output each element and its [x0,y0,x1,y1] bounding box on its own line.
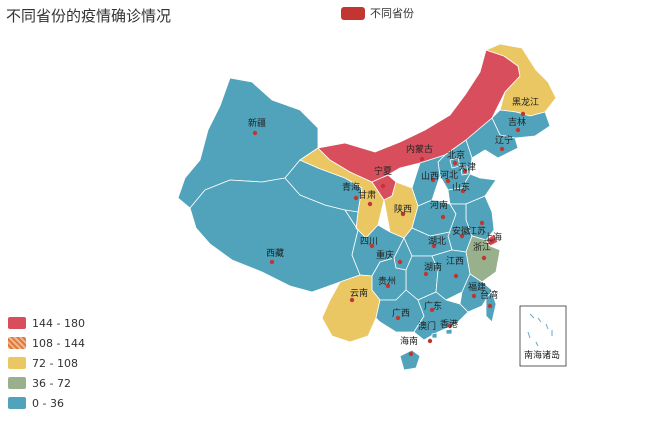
visual-map-item-1[interactable]: 108 - 144 [8,336,85,350]
visual-map-swatch [8,397,26,409]
province-liaoning[interactable] [465,117,519,159]
label-zhejiang: 浙江 [473,241,491,253]
visual-map-legend: 144 - 180 108 - 144 72 - 108 36 - 72 0 -… [8,316,85,410]
visual-map-label: 72 - 108 [32,356,78,370]
visual-map-swatch [8,337,26,349]
label-jiangxi: 江西 [446,256,464,267]
label-hebei: 河北 [440,169,458,181]
label-ningxia: 宁夏 [374,165,392,177]
visual-map-item-4[interactable]: 0 - 36 [8,396,85,410]
province-neimenggu[interactable] [317,49,521,183]
label-hongkong: 香港 [440,318,458,330]
label-qinghai: 青海 [342,181,360,193]
label-fujian: 福建 [468,281,486,293]
label-hubei: 湖北 [428,236,446,247]
legend-swatch [341,6,365,20]
province-yunnan[interactable] [321,274,381,343]
south-china-sea-inset: 南海诸岛 [519,305,567,367]
province-macau[interactable] [431,332,438,339]
label-guangdong: 广东 [424,300,442,312]
province-guangdong[interactable] [413,291,469,341]
label-taiwan: 台湾 [480,289,498,301]
label-macau: 澳门 [418,320,436,332]
legend-label: 不同省份 [370,7,414,20]
label-beijing: 北京 [447,149,465,161]
label-jiangsu: 江苏 [468,225,486,237]
label-hainan: 海南 [400,335,418,347]
label-chongqing: 重庆 [376,249,394,261]
label-tianjin: 天津 [458,162,476,173]
visual-map-swatch [8,357,26,369]
province-hongkong[interactable] [445,328,453,335]
label-guizhou: 贵州 [378,275,396,287]
visual-map-swatch [8,317,26,329]
label-liaoning: 辽宁 [495,134,513,146]
visual-map-label: 0 - 36 [32,396,64,410]
label-henan: 河南 [430,199,448,211]
label-shandong: 山东 [452,181,470,193]
label-heilongjiang: 黑龙江 [512,96,539,108]
province-markers [252,111,526,357]
visual-map-item-3[interactable]: 36 - 72 [8,376,85,390]
visual-map-label: 108 - 144 [32,336,85,350]
label-guangxi: 广西 [392,307,410,319]
visual-map-item-0[interactable]: 144 - 180 [8,316,85,330]
label-shaanxi: 陕西 [394,203,412,215]
label-yunnan: 云南 [350,287,368,299]
label-gansu: 甘肃 [358,189,376,201]
label-hunan: 湖南 [424,261,442,273]
visual-map-swatch [8,377,26,389]
province-labels: 新疆 西藏 青海 甘肃 内蒙古 黑龙江 吉林 辽宁 北京 天津 河北 山西 山东… [248,96,539,347]
label-neimenggu: 内蒙古 [406,143,433,155]
label-shanxi: 山西 [421,171,439,182]
series-legend[interactable]: 不同省份 [341,5,414,21]
label-sichuan: 四川 [360,237,378,247]
province-hainan[interactable] [399,349,421,371]
label-shanghai: 上海 [484,231,502,243]
visual-map-item-2[interactable]: 72 - 108 [8,356,85,370]
label-jilin: 吉林 [508,116,526,128]
inset-label: 南海诸岛 [524,349,560,361]
visual-map-label: 144 - 180 [32,316,85,330]
label-anhui: 安徽 [452,225,470,237]
visual-map-label: 36 - 72 [32,376,71,390]
label-xinjiang: 新疆 [248,117,266,129]
chart-title: 不同省份的疫情确诊情况 [6,7,172,25]
label-xizang: 西藏 [266,247,284,259]
